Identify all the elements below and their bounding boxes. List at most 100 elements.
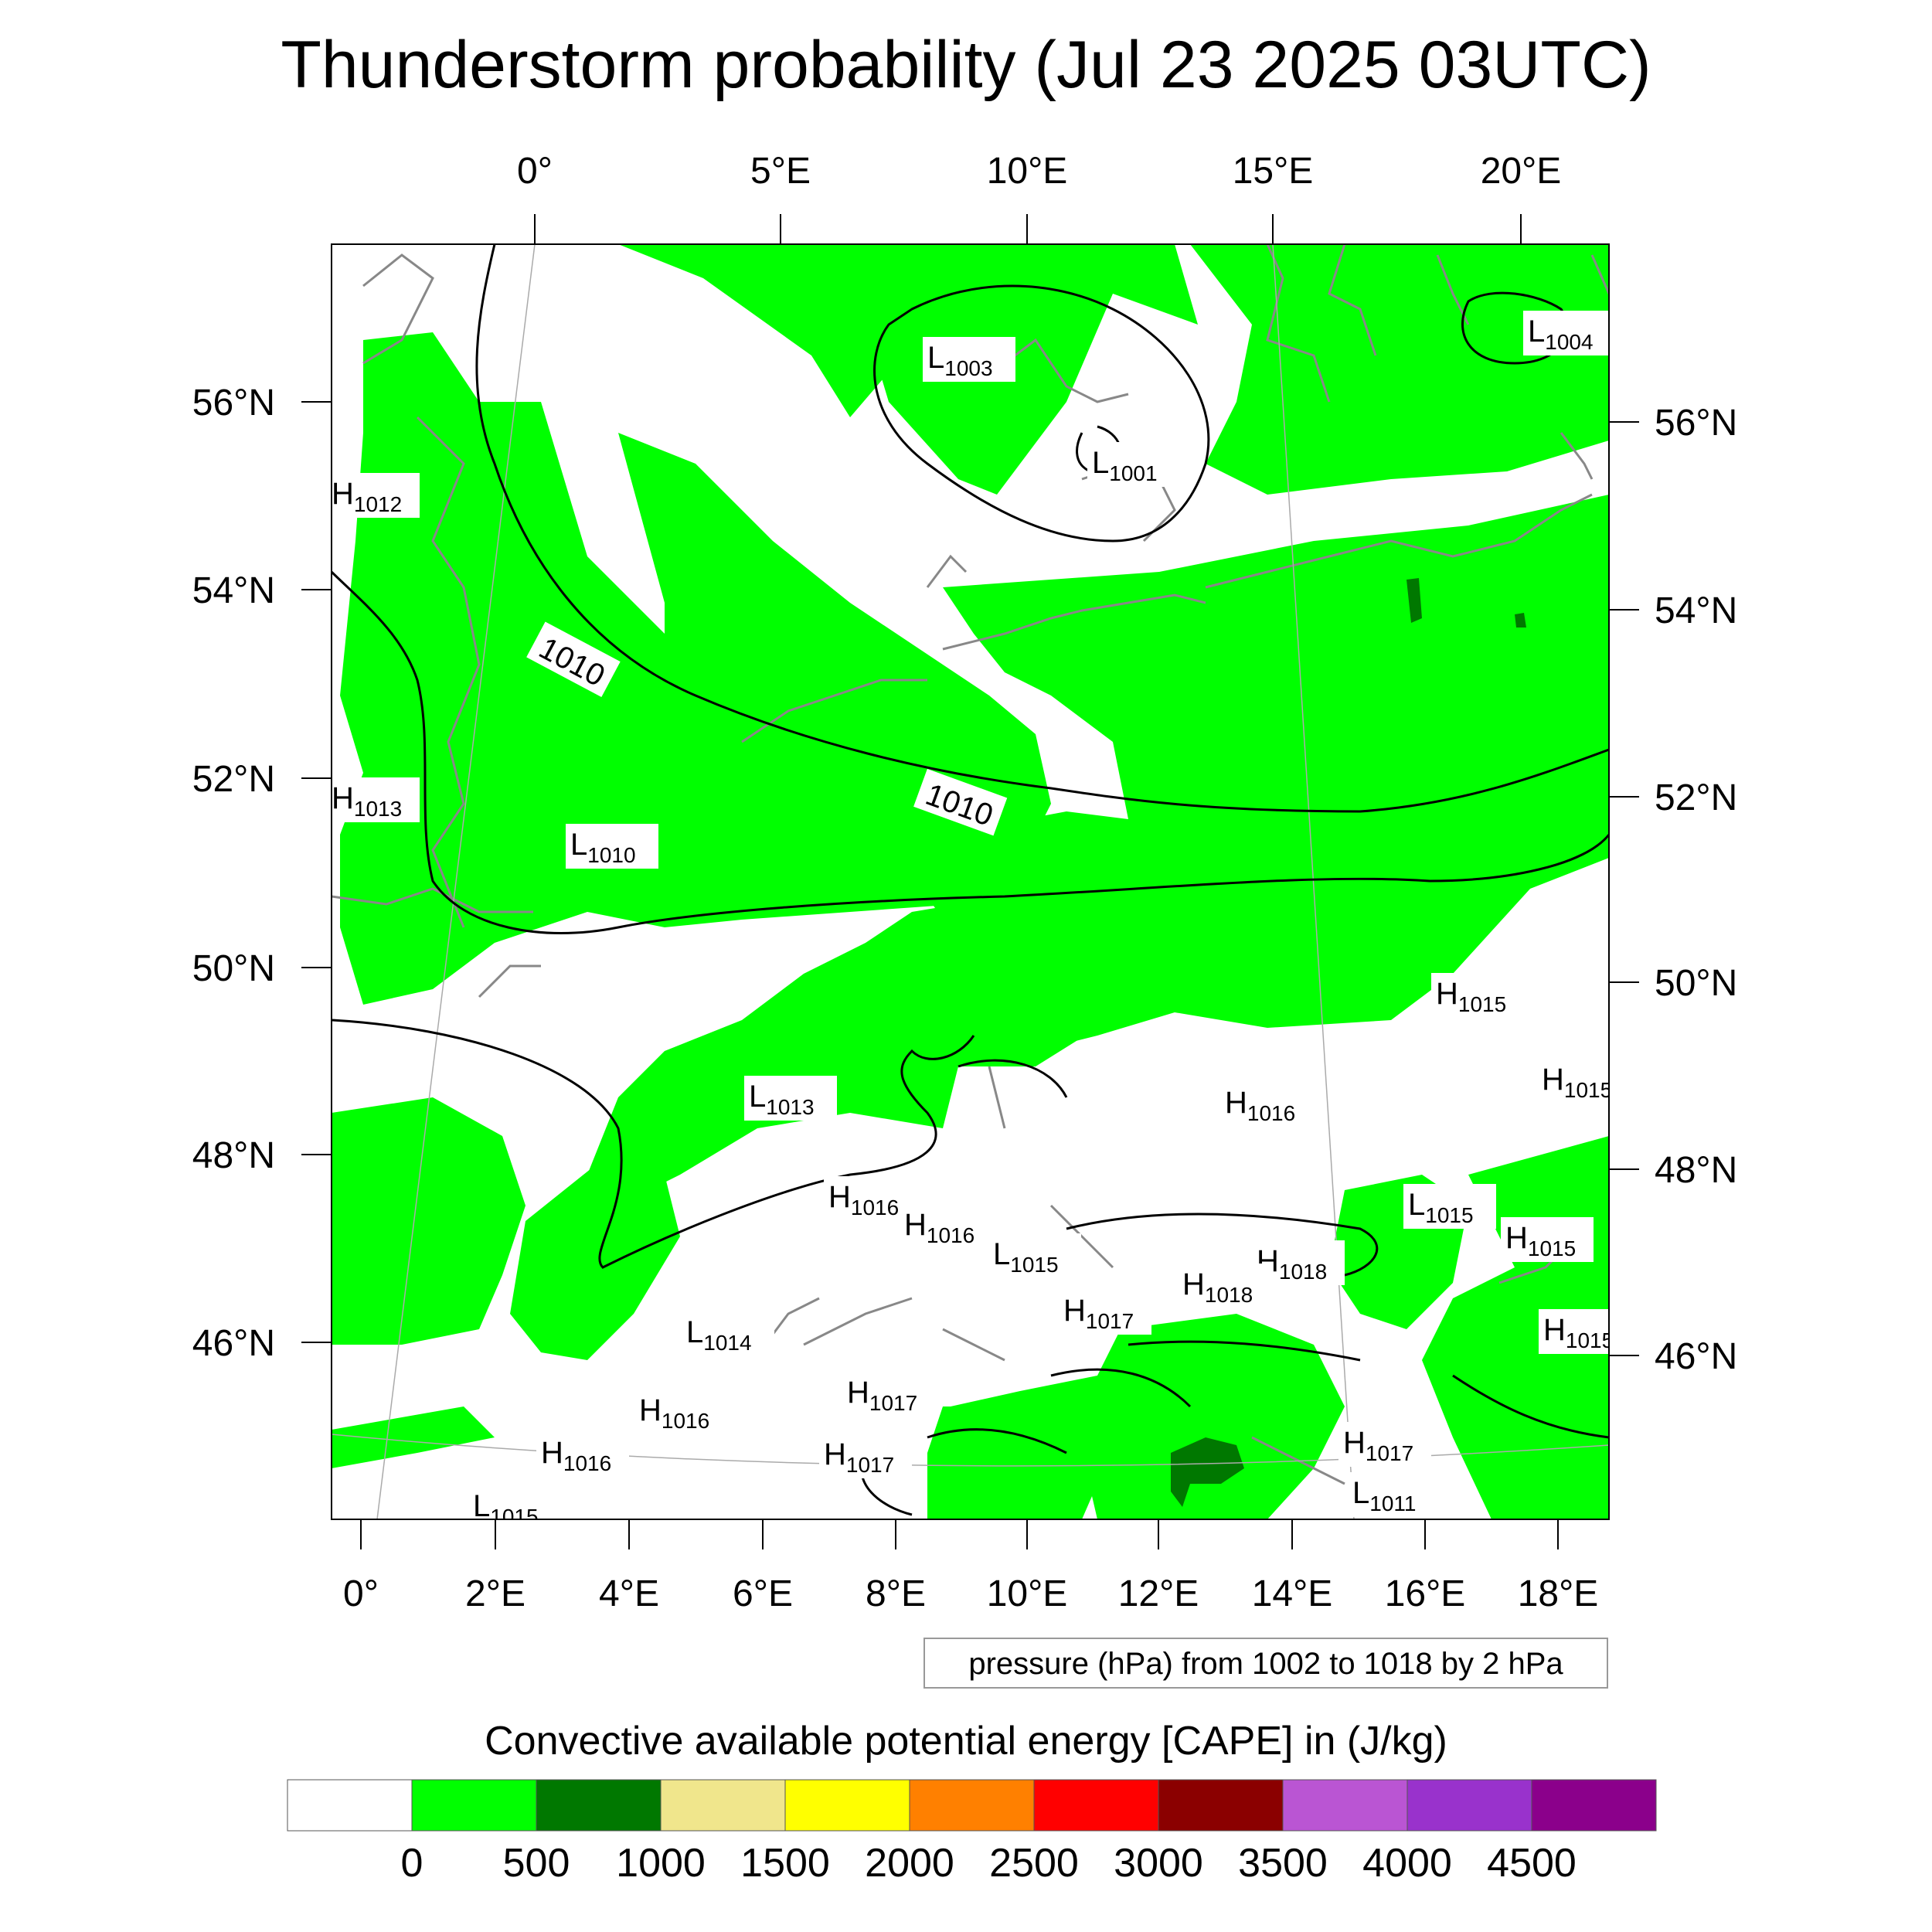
right-lat-label: 48°N: [1655, 1150, 1737, 1191]
svg-text:L1015: L1015: [1408, 1188, 1474, 1227]
top-ticks: [534, 214, 1522, 244]
colorbar-swatch: [660, 1779, 786, 1832]
cape-pocket-2: [1515, 613, 1526, 628]
svg-text:H1016: H1016: [639, 1393, 709, 1433]
bottom-lon-label: 12°E: [1118, 1573, 1199, 1614]
top-lon-label: 5°E: [750, 151, 811, 192]
cape-area-biscay: [332, 1406, 495, 1468]
colorbar-swatch: [909, 1779, 1035, 1832]
cape-area-southwest: [332, 1097, 526, 1345]
cape-area-east: [912, 495, 1609, 1051]
pressure-center-label: L1013: [744, 1076, 837, 1121]
svg-text:H1017: H1017: [1063, 1294, 1134, 1333]
bottom-ticks: [360, 1519, 1559, 1549]
svg-text:L1014: L1014: [686, 1315, 752, 1355]
right-lat-label: 52°N: [1655, 777, 1737, 818]
bottom-lon-label: 16°E: [1385, 1573, 1466, 1614]
svg-text:L1015: L1015: [473, 1489, 539, 1529]
pressure-center-label: H1016: [900, 1204, 992, 1249]
svg-text:H1016: H1016: [1225, 1086, 1295, 1125]
contour-info-box: pressure (hPa) from 1002 to 1018 by 2 hP…: [923, 1638, 1608, 1689]
bottom-lon-label: 0°: [343, 1573, 379, 1614]
svg-text:H1015: H1015: [1436, 977, 1506, 1016]
colorbar-swatch: [411, 1779, 537, 1832]
svg-text:L1015: L1015: [993, 1237, 1059, 1277]
pressure-center-labels: L1003 L1004 L1001 H1012 H1013 L1010 H1015 H1015…: [332, 311, 1614, 1529]
bottom-lon-label: 10°E: [987, 1573, 1068, 1614]
colorbar-tick-label: 4000: [1362, 1841, 1452, 1886]
left-ticks: [301, 401, 332, 1343]
svg-text:H1018: H1018: [1182, 1267, 1253, 1307]
colorbar-tick-label: 3000: [1114, 1841, 1203, 1886]
pressure-center-label: H1012: [332, 473, 420, 518]
cape-area-central: [587, 896, 1097, 1206]
pressure-center-label: H1017: [842, 1372, 935, 1417]
cape-area-adriatic: [951, 1314, 1345, 1519]
colorbar-swatch: [1406, 1779, 1532, 1832]
pressure-center-label: H1016: [1220, 1082, 1313, 1127]
right-lat-label: 50°N: [1655, 963, 1737, 1004]
pressure-center-label: L1010: [566, 824, 658, 869]
bottom-lon-label: 2°E: [465, 1573, 526, 1614]
svg-text:H1015: H1015: [1542, 1063, 1612, 1102]
contour-info-text: pressure (hPa) from 1002 to 1018 by 2 hP…: [968, 1647, 1563, 1681]
colorbar-tick-label: 2500: [989, 1841, 1079, 1886]
colorbar-ticks: 0 500 1000 1500 2000 2500 3000 3500 4000 4500: [401, 1841, 1577, 1886]
pressure-center-label: H1018: [1178, 1264, 1270, 1308]
pressure-center-label: L1003: [923, 337, 1015, 382]
svg-text:L1011: L1011: [1352, 1476, 1416, 1515]
pressure-center-label: H1016: [536, 1432, 629, 1477]
left-lat-label: 50°N: [192, 948, 275, 989]
svg-text:H1015: H1015: [1543, 1313, 1614, 1352]
svg-text:H1016: H1016: [828, 1180, 899, 1219]
svg-text:L1001: L1001: [1092, 446, 1158, 485]
svg-text:H1017: H1017: [824, 1437, 894, 1477]
left-lat-label: 56°N: [192, 383, 275, 423]
top-lon-label: 15°E: [1233, 151, 1314, 192]
pressure-center-label: L1001: [1087, 442, 1180, 487]
legend-title: Convective available potential energy [C…: [485, 1719, 1447, 1764]
pressure-center-label: H1017: [1059, 1290, 1151, 1335]
colorbar: [287, 1779, 1657, 1832]
cape-area-italy-west: [927, 1406, 1097, 1519]
top-lon-labels: 0° 5°E 10°E 15°E 20°E: [517, 151, 1561, 192]
map-panel: 1010 1010 L1003L1004L1001H1012H1013L1010…: [192, 151, 1738, 1614]
colorbar-tick-label: 0: [401, 1841, 423, 1886]
colorbar-tick-label: 2000: [865, 1841, 954, 1886]
right-lat-labels: 56°N 54°N 52°N 50°N 48°N 46°N: [1655, 403, 1737, 1377]
svg-text:H1017: H1017: [847, 1376, 917, 1415]
top-lon-label: 10°E: [987, 151, 1068, 192]
colorbar-swatch: [1033, 1779, 1159, 1832]
svg-text:L1004: L1004: [1528, 315, 1594, 354]
pressure-center-label: L1015: [1403, 1184, 1496, 1229]
top-lon-label: 20°E: [1481, 151, 1562, 192]
cape-pocket-1: [1406, 578, 1422, 623]
map-frame: [331, 243, 1610, 1520]
pressure-center-label: L1015: [468, 1485, 561, 1529]
left-lat-label: 48°N: [192, 1135, 275, 1176]
colorbar-tick-label: 1000: [616, 1841, 706, 1886]
right-lat-label: 56°N: [1655, 403, 1737, 444]
pressure-center-label: H1013: [332, 777, 420, 822]
pressure-center-label: L1015: [988, 1233, 1081, 1278]
svg-text:H1017: H1017: [1343, 1426, 1413, 1465]
pressure-center-label: H1017: [819, 1434, 912, 1478]
colorbar-swatch: [1531, 1779, 1657, 1832]
pressure-center-label: L1011: [1348, 1472, 1440, 1517]
svg-text:L1013: L1013: [749, 1080, 815, 1119]
svg-text:H1016: H1016: [541, 1436, 611, 1475]
colorbar-swatch: [287, 1779, 413, 1832]
svg-text:H1015: H1015: [1505, 1221, 1576, 1260]
pressure-center-label: H1016: [824, 1176, 917, 1221]
colorbar-tick-label: 1500: [740, 1841, 830, 1886]
cape-pocket-3: [1171, 1437, 1244, 1507]
pressure-center-label: H1015: [1539, 1309, 1614, 1354]
isobars: [332, 244, 1609, 1516]
bottom-lon-label: 18°E: [1518, 1573, 1599, 1614]
svg-text:L1003: L1003: [927, 341, 993, 380]
colorbar-tick-label: 3500: [1238, 1841, 1328, 1886]
colorbar-swatch: [1282, 1779, 1408, 1832]
bottom-lon-labels: 0° 2°E 4°E 6°E 8°E 10°E 12°E 14°E 16°E 1…: [343, 1573, 1598, 1614]
svg-text:H1013: H1013: [332, 781, 402, 821]
